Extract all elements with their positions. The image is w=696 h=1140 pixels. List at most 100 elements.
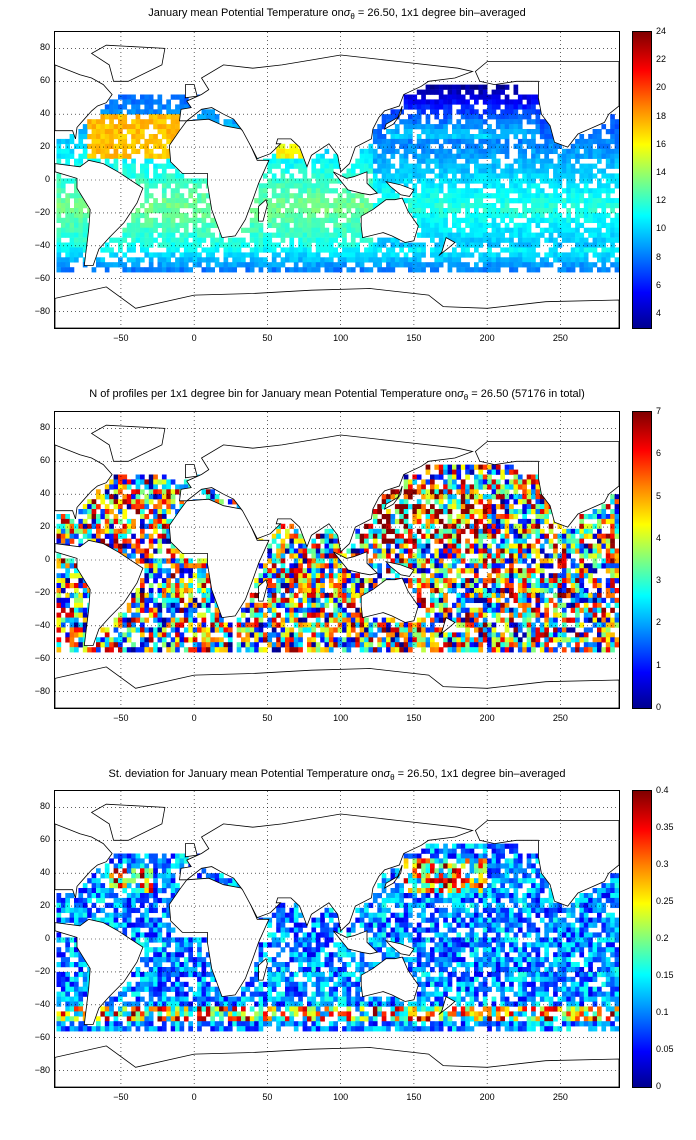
data-cell bbox=[456, 597, 462, 604]
data-cell bbox=[302, 237, 308, 243]
data-cell bbox=[157, 124, 163, 130]
data-cell bbox=[350, 583, 356, 589]
data-cell bbox=[104, 533, 110, 539]
data-cell bbox=[583, 143, 589, 150]
data-cell bbox=[482, 627, 488, 633]
data-cell bbox=[566, 188, 571, 194]
data-cell bbox=[491, 143, 497, 150]
data-cell bbox=[355, 607, 360, 613]
data-cell bbox=[271, 173, 277, 179]
data-cell bbox=[65, 203, 70, 209]
data-cell bbox=[153, 474, 158, 480]
data-cell bbox=[430, 212, 435, 219]
data-cell bbox=[469, 588, 475, 594]
data-cell bbox=[447, 514, 453, 520]
data-cell bbox=[478, 578, 484, 584]
data-cell bbox=[324, 158, 330, 164]
data-cell bbox=[276, 583, 281, 589]
data-cell bbox=[298, 237, 303, 243]
data-cell bbox=[430, 622, 435, 628]
data-cell bbox=[513, 129, 519, 135]
data-cell bbox=[535, 553, 541, 559]
data-cell bbox=[135, 114, 141, 120]
data-cell bbox=[460, 227, 466, 233]
data-cell bbox=[614, 143, 619, 150]
data-cell bbox=[452, 588, 457, 594]
data-cell bbox=[561, 217, 567, 224]
data-cell bbox=[575, 208, 580, 214]
data-cell bbox=[381, 138, 387, 145]
data-cell bbox=[315, 267, 321, 273]
data-cell bbox=[487, 168, 492, 174]
data-cell bbox=[460, 129, 466, 135]
data-cell bbox=[504, 208, 510, 214]
data-cell bbox=[438, 607, 444, 613]
data-cell bbox=[377, 247, 382, 253]
data-cell bbox=[276, 622, 281, 628]
data-cell bbox=[100, 247, 106, 253]
data-cell bbox=[254, 617, 259, 623]
data-cell bbox=[425, 509, 431, 515]
data-cell bbox=[333, 158, 338, 164]
data-cell bbox=[588, 173, 593, 179]
data-cell bbox=[531, 104, 536, 110]
data-cell bbox=[438, 203, 444, 209]
data-cell bbox=[610, 198, 615, 204]
data-cell bbox=[390, 568, 396, 574]
data-cell bbox=[526, 617, 532, 623]
data-cell bbox=[522, 479, 527, 485]
data-cell bbox=[460, 479, 466, 485]
data-cell bbox=[456, 178, 462, 184]
data-cell bbox=[513, 212, 519, 219]
data-cell bbox=[148, 474, 154, 480]
data-cell bbox=[364, 543, 369, 549]
data-cell bbox=[263, 188, 268, 194]
data-cell bbox=[302, 173, 308, 179]
data-cell bbox=[544, 617, 549, 623]
data-cell bbox=[517, 597, 523, 604]
data-cell bbox=[122, 262, 128, 268]
data-cell bbox=[359, 148, 365, 155]
data-cell bbox=[495, 237, 501, 243]
data-cell bbox=[166, 267, 171, 273]
data-cell bbox=[170, 178, 176, 184]
data-cell bbox=[109, 124, 114, 130]
data-cell bbox=[267, 617, 273, 623]
data-cell bbox=[56, 193, 62, 199]
data-cell bbox=[438, 212, 444, 219]
data-cell bbox=[570, 533, 576, 539]
data-cell bbox=[469, 548, 475, 554]
data-cell bbox=[526, 494, 532, 500]
data-cell bbox=[495, 134, 501, 140]
data-cell bbox=[131, 247, 136, 253]
data-cell bbox=[399, 262, 404, 268]
data-cell bbox=[157, 489, 163, 495]
data-cell bbox=[544, 578, 549, 584]
data-cell bbox=[394, 558, 400, 564]
data-cell bbox=[157, 509, 163, 515]
data-cell bbox=[421, 543, 426, 549]
data-cell bbox=[258, 237, 264, 243]
data-cell bbox=[610, 222, 615, 229]
data-cell bbox=[140, 514, 145, 520]
data-cell bbox=[456, 518, 462, 525]
data-cell bbox=[491, 183, 497, 189]
data-cell bbox=[285, 252, 290, 258]
data-cell bbox=[614, 212, 619, 219]
data-cell bbox=[592, 208, 598, 214]
data-cell bbox=[434, 558, 440, 564]
data-cell bbox=[197, 612, 202, 618]
data-cell bbox=[482, 148, 488, 155]
data-cell bbox=[267, 622, 273, 628]
data-cell bbox=[197, 198, 202, 204]
data-cell bbox=[333, 222, 338, 229]
data-cell bbox=[579, 208, 585, 214]
data-cell bbox=[60, 558, 66, 564]
data-cell bbox=[109, 138, 114, 145]
data-cell bbox=[535, 203, 541, 209]
data-cell bbox=[575, 602, 580, 609]
data-cell bbox=[399, 119, 404, 125]
data-cell bbox=[452, 484, 457, 490]
data-cell bbox=[307, 212, 312, 219]
data-cell bbox=[285, 158, 290, 164]
